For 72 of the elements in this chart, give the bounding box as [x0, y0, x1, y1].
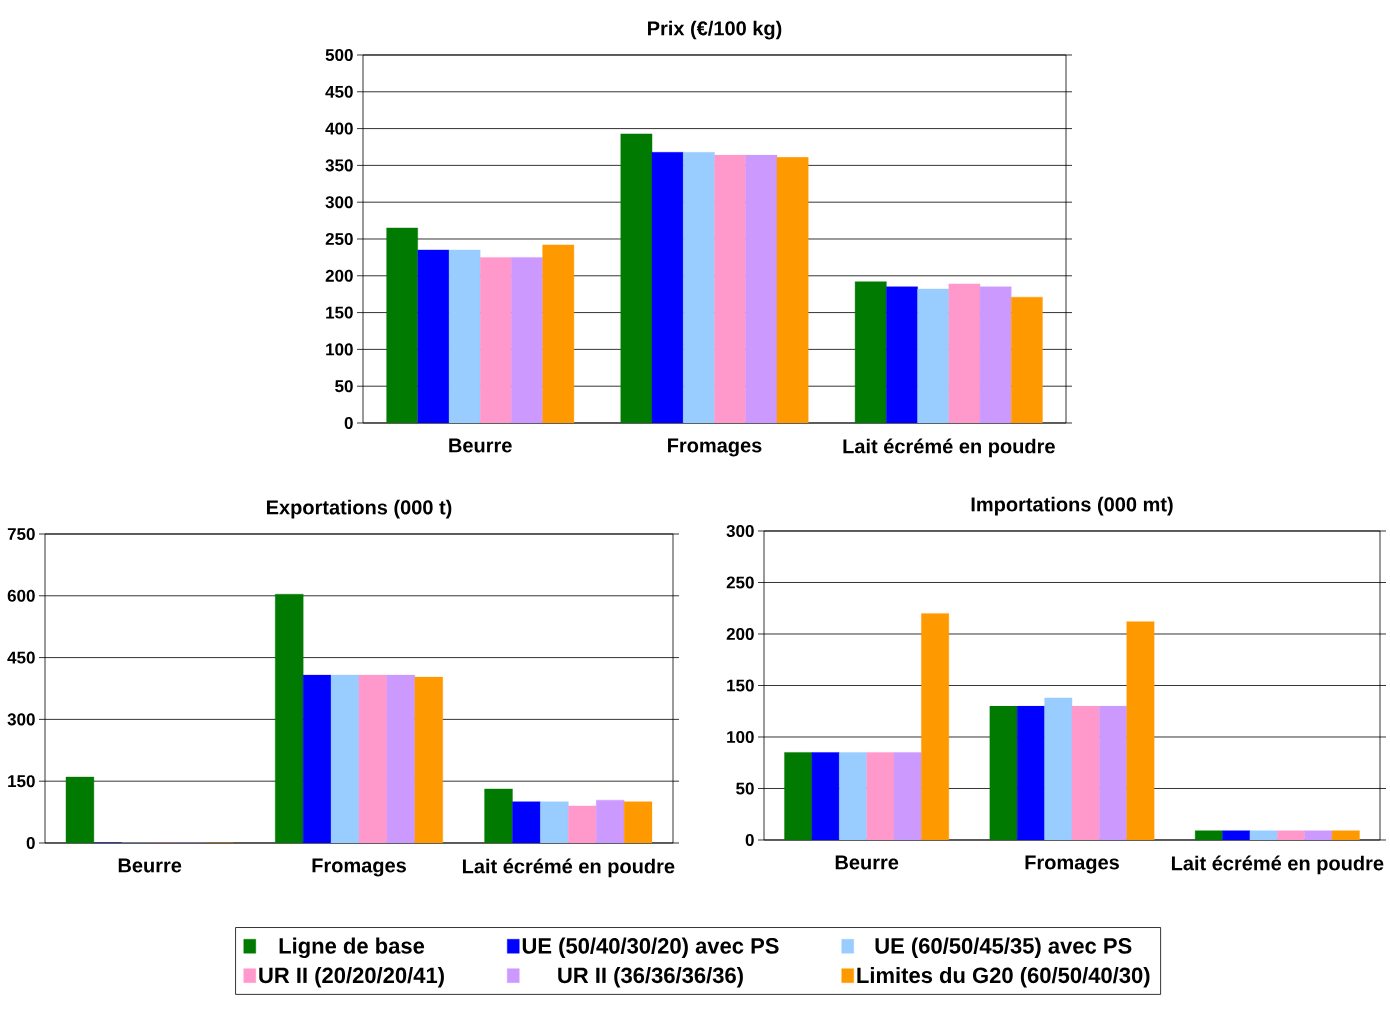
y-tick-label: 400: [325, 122, 353, 135]
y-tick-label: 150: [8, 775, 35, 788]
bar: [893, 752, 922, 840]
y-tick-label: 200: [325, 269, 353, 282]
x-tick-label: Beurre: [449, 438, 512, 453]
y-tick-label: 350: [325, 159, 353, 172]
bar: [330, 674, 360, 843]
y-tick-label: 0: [26, 836, 35, 850]
bar: [479, 257, 512, 423]
bar: [979, 286, 1012, 423]
bar: [542, 244, 575, 423]
bar: [65, 776, 95, 843]
x-tick-label: Lait écrémé en poudre: [1171, 855, 1384, 875]
y-tick-label: 450: [325, 85, 353, 98]
y-tick-label: 300: [7, 713, 35, 726]
x-tick-label: Lait écrémé en poudre: [843, 438, 1055, 458]
bar: [1099, 705, 1127, 840]
bar: [683, 151, 715, 423]
y-tick-label: 100: [727, 730, 754, 744]
y-tick-label: 50: [335, 380, 353, 393]
bar: [811, 752, 840, 840]
legend-label: Limites du G20 (60/50/40/30): [857, 966, 1150, 988]
y-tick-label: 0: [344, 416, 353, 430]
bar: [275, 593, 304, 843]
y-tick-label: 300: [726, 524, 754, 538]
legend-label: UR II (20/20/20/41): [259, 966, 444, 988]
bar: [776, 157, 809, 423]
y-tick-label: 0: [745, 833, 754, 847]
chart-title: Prix (€/100 kg): [648, 20, 782, 40]
bar: [414, 676, 443, 843]
y-tick-label: 600: [7, 589, 35, 602]
bar: [511, 257, 543, 423]
y-tick-label: 300: [325, 196, 353, 209]
bar: [540, 801, 569, 843]
bar: [989, 705, 1018, 840]
x-tick-label: Fromages: [668, 438, 762, 457]
y-tick-label: 200: [726, 627, 754, 641]
y-tick-label: 750: [7, 527, 35, 541]
bar: [1304, 830, 1333, 840]
legend-label: UR II (36/36/36/36): [558, 966, 743, 988]
bar: [917, 288, 950, 423]
x-tick-label: Beurre: [118, 858, 182, 873]
y-tick-label: 250: [726, 576, 754, 589]
bar: [1222, 830, 1251, 840]
y-tick-label: 100: [326, 343, 353, 356]
bar: [1011, 296, 1043, 423]
chart-title: Importations (000 mt): [971, 496, 1173, 516]
bar: [512, 801, 541, 843]
bar: [745, 154, 778, 423]
legend-label: Ligne de base: [279, 937, 425, 959]
bar: [484, 788, 513, 843]
x-tick-label: Fromages: [312, 858, 406, 877]
y-tick-label: 500: [325, 48, 353, 62]
legend-label: UE (50/40/30/20) avec PS: [522, 937, 779, 959]
bar: [448, 249, 481, 423]
bar: [623, 801, 653, 843]
y-tick-label: 450: [7, 651, 35, 664]
x-tick-label: Beurre: [835, 855, 899, 870]
y-tick-label: 150: [326, 306, 353, 319]
bar: [784, 752, 813, 840]
x-tick-label: Lait écrémé en poudre: [462, 858, 675, 878]
bar: [714, 154, 746, 423]
y-tick-label: 250: [325, 232, 353, 246]
y-tick-label: 150: [727, 679, 754, 692]
bar: [302, 674, 332, 843]
x-tick-label: Fromages: [1025, 855, 1119, 874]
y-tick-label: 50: [736, 782, 754, 795]
chart-title: Exportations (000 t): [266, 499, 452, 519]
bar: [1017, 705, 1045, 840]
bar: [1194, 830, 1223, 840]
legend-label: UE (60/50/45/35) avec PS: [875, 937, 1132, 959]
bar: [948, 283, 981, 423]
